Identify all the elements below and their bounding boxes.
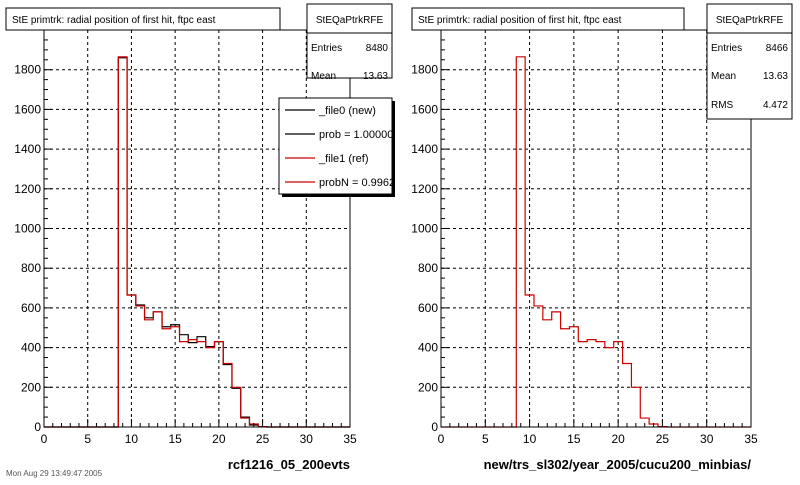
chart-title: StE primtrk: radial position of first hi… [12,15,216,26]
y-tick-label: 1000 [411,222,438,236]
y-tick-label: 800 [418,261,438,275]
legend-entry-label: prob = 1.000000 [319,129,399,141]
plot-frame [440,29,752,428]
y-tick-label: 800 [21,261,41,275]
x-tick-label: 30 [300,432,314,446]
y-tick-label: 1000 [14,222,41,236]
legend-entry-label: _file1 (ref) [318,153,369,165]
y-tick-label: 1200 [14,182,41,196]
x-tick-label: 15 [567,432,581,446]
y-tick-label: 600 [21,301,41,315]
x-tick-label: 5 [482,432,489,446]
y-tick-label: 0 [431,420,438,434]
y-tick-label: 400 [418,341,438,355]
stats-label: Entries [711,43,742,54]
chart-panel-2: 0 5 10 15 20 25 30 35 0 200 400 600 800 1000 1200 1400 1… [411,3,793,472]
stats-box [706,3,793,120]
x-tick-label: 20 [611,432,625,446]
stats-value: 8480 [366,43,389,54]
y-tick-label: 1600 [411,102,438,116]
legend-entry-label: probN = 0.996222 [319,177,407,189]
x-tick-label: 35 [343,432,357,446]
y-tick-label: 200 [21,380,41,394]
chart-panel-1: 0 5 10 15 20 25 30 35 0 200 400 600 800 1000 1200 1400 1… [5,3,407,472]
stats-value: 4.472 [763,100,788,111]
stats-label: Entries [311,43,342,54]
title-box [5,7,281,31]
y-tick-label: 600 [418,301,438,315]
x-tick-label: 5 [84,432,91,446]
y-tick-label: 0 [34,420,41,434]
stats-box [306,3,393,79]
x-tick-label: 30 [700,432,714,446]
y-tick-label: 1800 [14,63,41,77]
stats-label: Mean [711,71,736,82]
x-tick-label: 20 [212,432,226,446]
x-tick-label: 10 [125,432,139,446]
stats-value: 13.63 [763,71,788,82]
histogram-series-2 [44,56,350,428]
y-tick-label: 400 [21,341,41,355]
x-axis-label: rcf1216_05_200evts [228,457,350,472]
legend-entry-label: _file0 (new) [318,105,376,117]
x-tick-label: 0 [438,432,445,446]
histogram-series-1 [441,56,751,428]
x-tick-label: 0 [41,432,48,446]
stats-value: 13.63 [363,71,388,82]
stats-name: StEQaPtrkRFE [716,15,784,26]
legend: _file0 (new) prob = 1.000000 _file1 (ref) p… [278,97,407,197]
y-tick-label: 1600 [14,102,41,116]
x-tick-label: 25 [256,432,270,446]
x-tick-label: 15 [168,432,182,446]
stats-value: 8466 [766,43,789,54]
y-tick-label: 1400 [14,142,41,156]
y-tick-label: 1400 [411,142,438,156]
x-tick-label: 25 [656,432,670,446]
x-tick-label: 35 [744,432,758,446]
x-axis-label: new/trs_sl302/year_2005/cucu200_minbias/ [484,457,752,472]
legend-box [278,97,393,195]
title-box [411,7,685,31]
y-tick-label: 1800 [411,63,438,77]
stats-name: StEQaPtrkRFE [316,15,384,26]
chart-title: StE primtrk: radial position of first hi… [418,15,622,26]
y-tick-label: 200 [418,380,438,394]
y-tick-label: 1200 [411,182,438,196]
stats-label: RMS [711,100,734,111]
legend-entries: _file0 (new) prob = 1.000000 _file1 (ref) p… [285,105,407,189]
stats-label: Mean [311,71,336,82]
x-tick-label: 10 [523,432,537,446]
footer-timestamp: Mon Aug 29 13:49:47 2005 [6,469,103,478]
